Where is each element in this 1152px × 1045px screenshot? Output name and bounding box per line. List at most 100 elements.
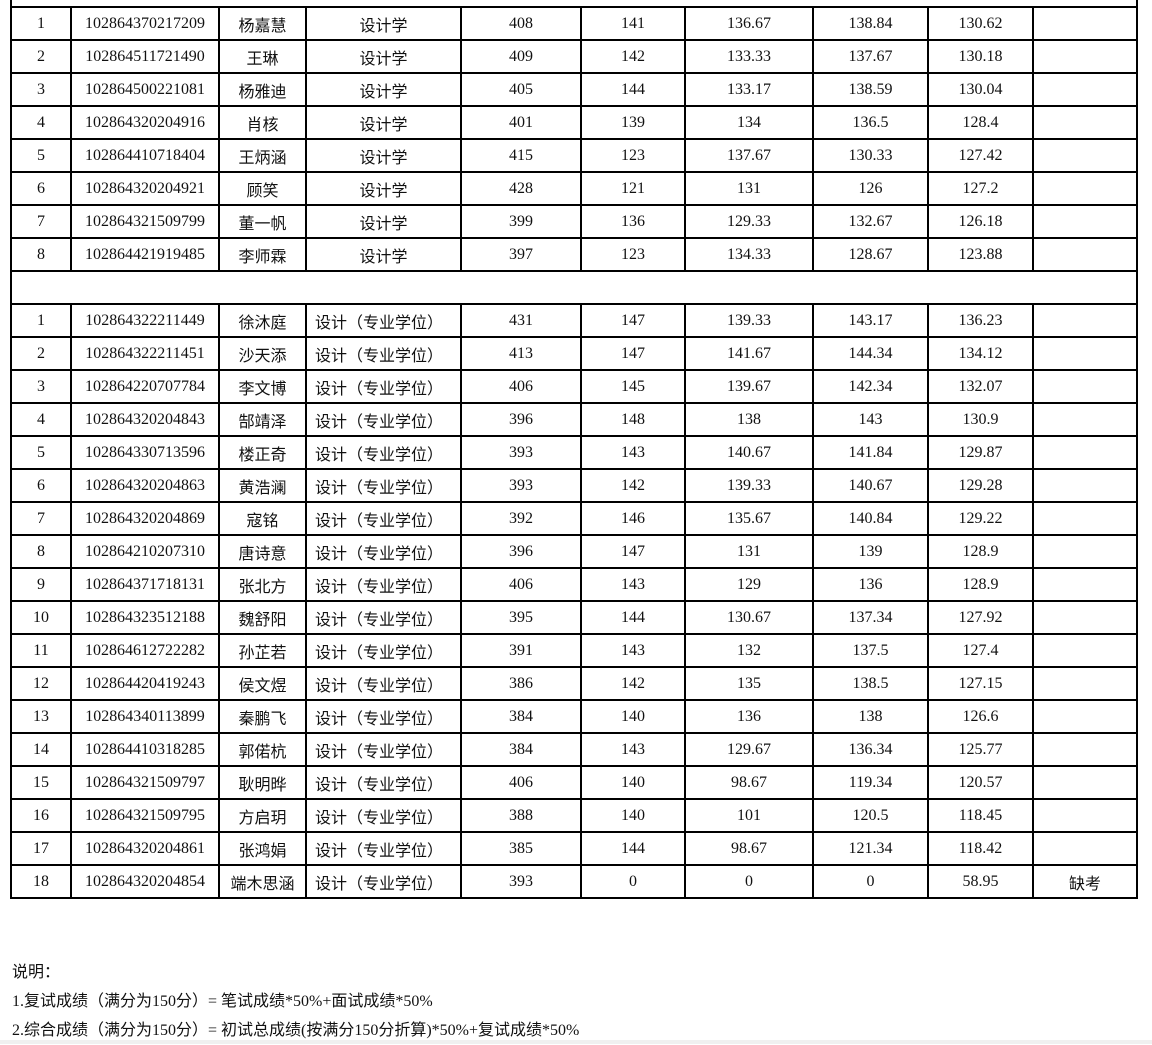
total-score-cell: 126.6 xyxy=(927,699,1034,734)
name-cell: 黄浩澜 xyxy=(218,468,307,503)
exam-id-cell: 102864320204921 xyxy=(70,171,220,206)
exam-id-cell: 102864612722282 xyxy=(70,633,220,668)
remark-cell xyxy=(1031,567,1139,602)
exam-id-cell: 102864321509799 xyxy=(70,204,220,239)
total-score-cell: 127.42 xyxy=(927,138,1034,173)
exam-id-cell: 102864370217209 xyxy=(70,6,220,41)
initial-score-cell: 395 xyxy=(460,600,582,635)
retest-score-cell: 140.67 xyxy=(812,468,929,503)
rank-cell: 1 xyxy=(10,6,72,41)
exam-id-cell: 102864322211449 xyxy=(70,303,220,338)
name-cell: 李文博 xyxy=(218,369,307,404)
rank-cell: 8 xyxy=(10,237,72,272)
rank-cell: 14 xyxy=(10,732,72,767)
retest-score-cell: 136 xyxy=(812,567,929,602)
initial-score-cell: 408 xyxy=(460,6,582,41)
name-cell: 张北方 xyxy=(218,567,307,602)
rank-cell: 10 xyxy=(10,600,72,635)
retest-score-cell: 128.67 xyxy=(812,237,929,272)
retest-score-cell: 120.5 xyxy=(812,798,929,833)
initial-score-cell: 406 xyxy=(460,567,582,602)
retest-score-cell: 140.84 xyxy=(812,501,929,536)
notes-title: 说明： xyxy=(12,964,61,981)
exam-id-cell: 102864321509795 xyxy=(70,798,220,833)
initial-score-cell: 406 xyxy=(460,765,582,800)
table-row: 2 102864511721490 王琳 设计学 409 142 133.33 137.67 1… xyxy=(10,39,1139,74)
table-row: 3 102864220707784 李文博 设计（专业学位） 406 145 139.67 1… xyxy=(10,369,1139,404)
rank-cell: 5 xyxy=(10,138,72,173)
total-score-cell: 128.9 xyxy=(927,534,1034,569)
exam-id-cell: 102864320204861 xyxy=(70,831,220,866)
rank-cell: 2 xyxy=(10,336,72,371)
name-cell: 董一帆 xyxy=(218,204,307,239)
major-cell: 设计学 xyxy=(305,105,462,140)
major-cell: 设计（专业学位） xyxy=(305,864,462,899)
retest-score-cell: 137.67 xyxy=(812,39,929,74)
total-score-cell: 130.9 xyxy=(927,402,1034,437)
remark-cell xyxy=(1031,369,1139,404)
written-score-cell: 144 xyxy=(580,72,686,107)
initial-score-cell: 388 xyxy=(460,798,582,833)
rank-cell: 18 xyxy=(10,864,72,899)
total-score-cell: 127.2 xyxy=(927,171,1034,206)
table-row: 15 102864321509797 耿明晔 设计（专业学位） 406 140 98.67 1… xyxy=(10,765,1139,800)
interview-score-cell: 135.67 xyxy=(684,501,814,536)
written-score-cell: 147 xyxy=(580,534,686,569)
initial-score-cell: 397 xyxy=(460,237,582,272)
interview-score-cell: 130.67 xyxy=(684,600,814,635)
total-score-cell: 130.18 xyxy=(927,39,1034,74)
retest-score-cell: 0 xyxy=(812,864,929,899)
name-cell: 方启玥 xyxy=(218,798,307,833)
rank-cell: 9 xyxy=(10,567,72,602)
rank-cell: 3 xyxy=(10,369,72,404)
rank-cell: 6 xyxy=(10,171,72,206)
name-cell: 魏舒阳 xyxy=(218,600,307,635)
exam-id-cell: 102864320204863 xyxy=(70,468,220,503)
name-cell: 杨雅迪 xyxy=(218,72,307,107)
remark-cell xyxy=(1031,435,1139,470)
remark-cell xyxy=(1031,402,1139,437)
written-score-cell: 142 xyxy=(580,666,686,701)
table-row: 4 102864320204843 郜靖泽 设计（专业学位） 396 148 138 143 1… xyxy=(10,402,1139,437)
interview-score-cell: 131 xyxy=(684,534,814,569)
initial-score-cell: 393 xyxy=(460,468,582,503)
initial-score-cell: 396 xyxy=(460,534,582,569)
retest-score-cell: 132.67 xyxy=(812,204,929,239)
total-score-cell: 118.42 xyxy=(927,831,1034,866)
written-score-cell: 142 xyxy=(580,468,686,503)
rank-cell: 16 xyxy=(10,798,72,833)
name-cell: 郭偌杭 xyxy=(218,732,307,767)
initial-score-cell: 431 xyxy=(460,303,582,338)
table-row: 3 102864500221081 杨雅迪 设计学 405 144 133.17 138.59… xyxy=(10,72,1139,107)
rank-cell: 5 xyxy=(10,435,72,470)
written-score-cell: 145 xyxy=(580,369,686,404)
initial-score-cell: 396 xyxy=(460,402,582,437)
major-cell: 设计（专业学位） xyxy=(305,303,462,338)
remark-cell: 缺考 xyxy=(1031,864,1139,899)
exam-id-cell: 102864500221081 xyxy=(70,72,220,107)
retest-score-cell: 138.59 xyxy=(812,72,929,107)
written-score-cell: 146 xyxy=(580,501,686,536)
written-score-cell: 140 xyxy=(580,699,686,734)
written-score-cell: 147 xyxy=(580,336,686,371)
name-cell: 寇铭 xyxy=(218,501,307,536)
initial-score-cell: 393 xyxy=(460,435,582,470)
retest-score-cell: 138 xyxy=(812,699,929,734)
total-score-cell: 127.4 xyxy=(927,633,1034,668)
major-cell: 设计（专业学位） xyxy=(305,435,462,470)
exam-id-cell: 102864340113899 xyxy=(70,699,220,734)
remark-cell xyxy=(1031,138,1139,173)
table-row: 1 102864370217209 杨嘉慧 设计学 408 141 136.67 138.84… xyxy=(10,6,1139,41)
major-cell: 设计（专业学位） xyxy=(305,666,462,701)
major-cell: 设计（专业学位） xyxy=(305,501,462,536)
retest-score-cell: 126 xyxy=(812,171,929,206)
retest-score-cell: 136.34 xyxy=(812,732,929,767)
interview-score-cell: 135 xyxy=(684,666,814,701)
interview-score-cell: 129.33 xyxy=(684,204,814,239)
major-cell: 设计（专业学位） xyxy=(305,831,462,866)
remark-cell xyxy=(1031,105,1139,140)
rank-cell: 6 xyxy=(10,468,72,503)
remark-cell xyxy=(1031,765,1139,800)
exam-id-cell: 102864323512188 xyxy=(70,600,220,635)
exam-id-cell: 102864420419243 xyxy=(70,666,220,701)
